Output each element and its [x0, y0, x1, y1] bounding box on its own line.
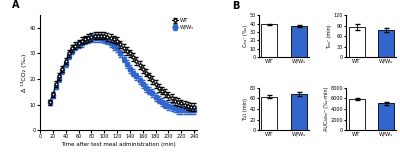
X-axis label: Time after test meal administration (min): Time after test meal administration (min…: [61, 142, 176, 147]
Text: B: B: [232, 1, 239, 11]
Text: A: A: [12, 0, 19, 10]
Bar: [262, 97, 278, 130]
Y-axis label: AUC₂₄₀ₘᴵⁿ (‰·min): AUC₂₄₀ₘᴵⁿ (‰·min): [324, 87, 329, 131]
Y-axis label: Cₘₐˣ (‰): Cₘₐˣ (‰): [243, 25, 248, 47]
Bar: [378, 103, 394, 130]
Legend: WT, W/Wᵥ: WT, W/Wᵥ: [171, 18, 195, 30]
Bar: [378, 30, 394, 57]
Y-axis label: Δ ¹³CO₂ (‰): Δ ¹³CO₂ (‰): [21, 53, 27, 92]
Bar: [291, 26, 307, 57]
Bar: [291, 94, 307, 130]
Bar: [348, 99, 364, 130]
Y-axis label: Tₘₐˣ (min): Tₘₐˣ (min): [327, 24, 332, 49]
Bar: [262, 24, 278, 57]
Bar: [348, 27, 364, 57]
Y-axis label: T₁/₂ (min): T₁/₂ (min): [243, 98, 248, 121]
